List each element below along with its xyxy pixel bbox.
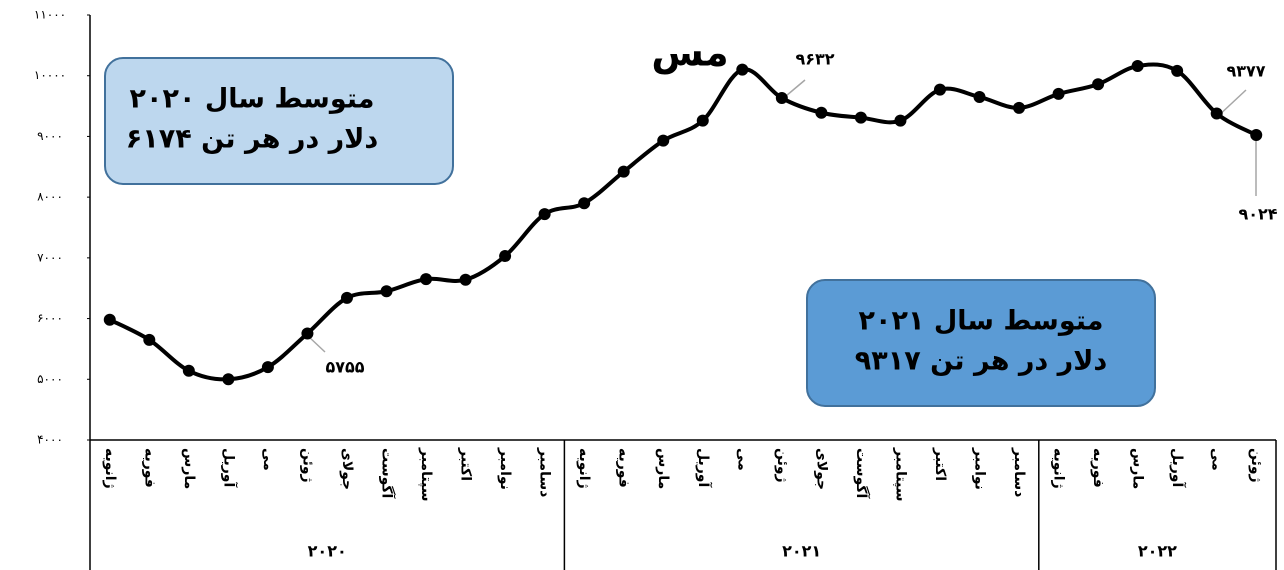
- y-tick-label: ۵۰۰۰: [37, 372, 63, 386]
- x-tick-label: سپتامبر: [418, 447, 434, 502]
- point: [143, 333, 156, 346]
- group-label: ۲۰۲۱: [782, 542, 821, 561]
- x-tick-label: فوریه: [616, 448, 632, 488]
- point: [420, 273, 433, 286]
- y-tick-label: ۶۰۰۰: [37, 311, 63, 325]
- group-label: ۲۰۲۰: [308, 542, 347, 561]
- point: [261, 361, 274, 374]
- x-tick-label: اکتبر: [932, 447, 948, 481]
- annotation-box: [104, 57, 454, 185]
- x-tick-label: مارس: [655, 448, 671, 489]
- point: [103, 313, 116, 326]
- point: [1092, 78, 1105, 91]
- point: [578, 197, 591, 210]
- x-tick-label: ژوئن: [1248, 448, 1264, 483]
- x-tick-label: ژوئن: [299, 448, 315, 483]
- x-tick-label: می: [260, 448, 276, 471]
- x-tick-label: آوریل: [695, 448, 713, 489]
- data-label: ۵۷۵۵: [325, 358, 364, 377]
- point: [340, 291, 353, 304]
- x-tick-label: فوریه: [1090, 448, 1106, 488]
- x-tick-label: مارس: [181, 448, 197, 489]
- data-label: ۹۶۳۲: [795, 50, 834, 69]
- x-tick-label: نوامبر: [497, 447, 513, 490]
- point: [1052, 87, 1065, 100]
- x-tick-label: ژانویه: [576, 448, 592, 489]
- y-tick-label: ۱۰۰۰۰: [34, 68, 66, 82]
- y-tick-label: ۸۰۰۰: [37, 190, 63, 204]
- y-tick-label: ۱۱۰۰۰: [34, 8, 66, 22]
- point: [933, 83, 946, 96]
- point: [1210, 107, 1223, 120]
- point: [1250, 128, 1263, 141]
- x-tick-label: می: [734, 448, 750, 471]
- x-tick-label: آوریل: [220, 448, 238, 489]
- point: [301, 327, 314, 340]
- x-tick-label: جولای: [813, 448, 829, 490]
- point: [696, 114, 709, 127]
- point: [736, 63, 749, 76]
- x-tick-label: نوامبر: [972, 447, 988, 490]
- x-tick-label: اکتبر: [458, 447, 474, 481]
- point: [973, 90, 986, 103]
- x-tick-label: دسامبر: [537, 447, 553, 497]
- x-tick-label: سپتامبر: [892, 447, 908, 502]
- annotation-text: متوسط سال ۲۰۲۱: [859, 306, 1104, 337]
- point: [775, 92, 788, 105]
- x-tick-label: آگوست: [853, 448, 871, 500]
- data-label: ۹۰۲۴: [1238, 205, 1277, 224]
- annotation-box: [806, 279, 1156, 407]
- x-tick-label: جولای: [339, 448, 355, 490]
- point: [894, 114, 907, 127]
- x-tick-label: ژانویه: [102, 448, 118, 489]
- y-tick-label: ۴۰۰۰: [37, 433, 63, 447]
- x-tick-label: آوریل: [1169, 448, 1187, 489]
- x-tick-label: می: [1209, 448, 1225, 471]
- x-tick-label: ژوئن: [774, 448, 790, 483]
- x-tick-label: ژانویه: [1051, 448, 1067, 489]
- point: [380, 285, 393, 298]
- point: [182, 364, 195, 377]
- annotation-text: متوسط سال ۲۰۲۰: [130, 84, 375, 115]
- point: [459, 273, 472, 286]
- chart-title: مس: [651, 31, 728, 75]
- point: [815, 106, 828, 119]
- annotation-text: ۹۳۱۷ دلار در هر تن: [855, 346, 1107, 377]
- point: [854, 111, 867, 124]
- x-tick-label: دسامبر: [1011, 447, 1027, 497]
- annotation-text: ۶۱۷۴ دلار در هر تن: [126, 124, 378, 155]
- y-tick-label: ۹۰۰۰: [37, 129, 63, 143]
- point: [538, 208, 551, 221]
- point: [499, 250, 512, 263]
- group-label: ۲۰۲۲: [1138, 542, 1177, 561]
- y-tick-label: ۷۰۰۰: [37, 250, 63, 264]
- point: [617, 165, 630, 178]
- x-tick-label: فوریه: [141, 448, 157, 488]
- x-tick-label: آگوست: [379, 448, 397, 500]
- point: [1131, 60, 1144, 72]
- point: [222, 373, 235, 386]
- point: [1171, 64, 1184, 77]
- point: [1013, 101, 1026, 114]
- point: [657, 134, 670, 147]
- data-label: ۹۳۷۷: [1226, 62, 1265, 81]
- x-tick-label: مارس: [1130, 448, 1146, 489]
